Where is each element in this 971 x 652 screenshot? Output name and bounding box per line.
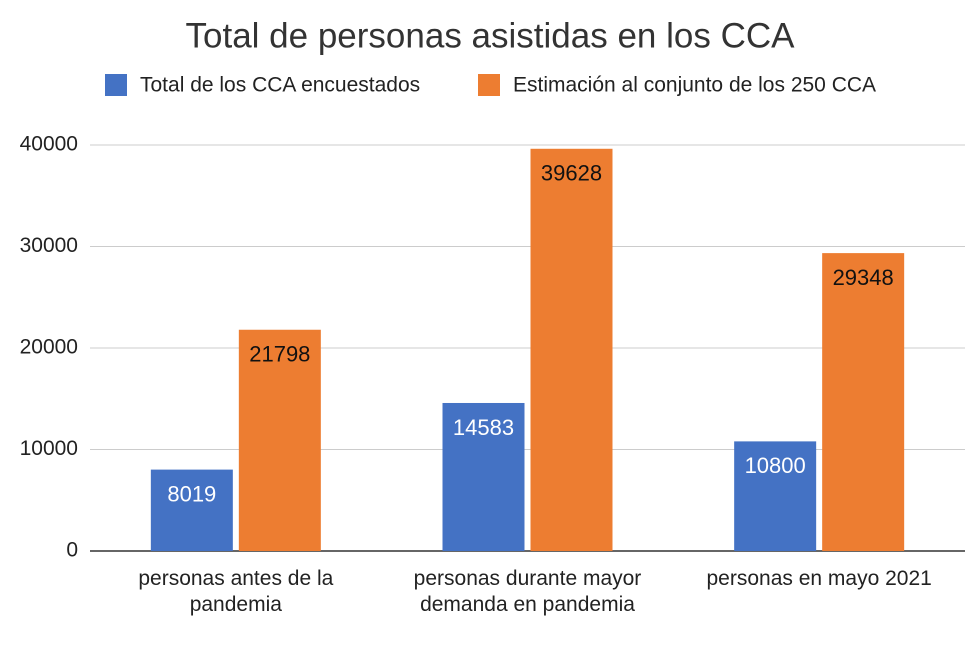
data-label: 10800 bbox=[745, 453, 806, 478]
bar bbox=[442, 402, 525, 551]
chart-title: Total de personas asistidas en los CCA bbox=[186, 16, 796, 55]
x-tick-label: personas antes de la pandemia bbox=[138, 567, 334, 616]
y-tick-label: 30000 bbox=[20, 234, 78, 257]
y-tick-label: 20000 bbox=[20, 336, 78, 359]
legend-swatch bbox=[478, 74, 500, 96]
x-tick-label: personas durante mayor demanda en pandem… bbox=[413, 567, 642, 616]
legend-label: Estimación al conjunto de los 250 CCA bbox=[513, 74, 876, 97]
data-label: 14583 bbox=[453, 415, 514, 440]
x-tick-label: personas en mayo 2021 bbox=[706, 567, 932, 590]
legend-swatch bbox=[105, 74, 127, 96]
bar bbox=[734, 441, 817, 551]
bar bbox=[822, 253, 905, 551]
y-tick-label: 10000 bbox=[20, 437, 78, 460]
y-tick-label: 40000 bbox=[20, 133, 78, 156]
bar bbox=[238, 329, 321, 551]
legend-label: Total de los CCA encuestados bbox=[140, 74, 420, 97]
bar bbox=[150, 469, 233, 551]
data-label: 39628 bbox=[541, 161, 602, 186]
data-label: 8019 bbox=[167, 481, 216, 506]
data-label: 21798 bbox=[249, 342, 310, 367]
data-label: 29348 bbox=[833, 265, 894, 290]
bar bbox=[530, 148, 613, 551]
y-tick-label: 0 bbox=[66, 539, 78, 562]
